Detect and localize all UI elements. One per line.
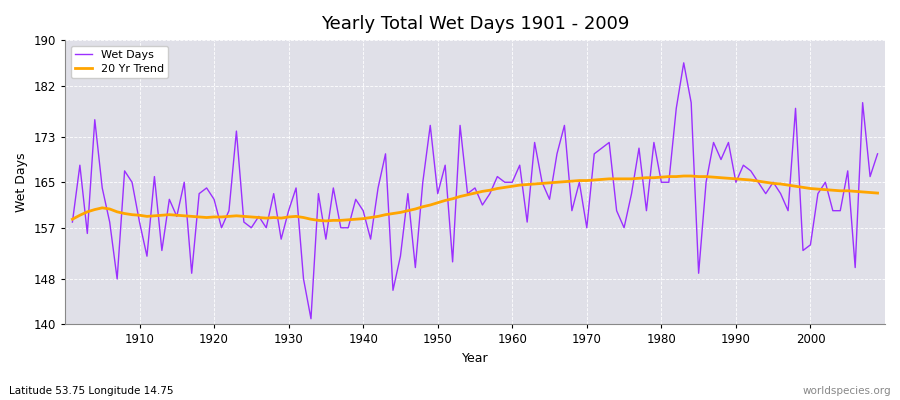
20 Yr Trend bbox=[320, 218, 331, 223]
Wet Days bbox=[514, 163, 525, 168]
Title: Yearly Total Wet Days 1901 - 2009: Yearly Total Wet Days 1901 - 2009 bbox=[320, 15, 629, 33]
20 Yr Trend bbox=[67, 217, 77, 222]
Wet Days bbox=[306, 316, 317, 321]
Wet Days bbox=[291, 186, 302, 190]
20 Yr Trend bbox=[604, 176, 615, 181]
Wet Days bbox=[604, 140, 615, 145]
20 Yr Trend bbox=[507, 184, 517, 189]
20 Yr Trend bbox=[291, 214, 302, 219]
Line: Wet Days: Wet Days bbox=[72, 63, 878, 319]
Wet Days bbox=[67, 220, 77, 224]
Wet Days bbox=[679, 60, 689, 65]
Legend: Wet Days, 20 Yr Trend: Wet Days, 20 Yr Trend bbox=[70, 46, 168, 78]
Text: worldspecies.org: worldspecies.org bbox=[803, 386, 891, 396]
Y-axis label: Wet Days: Wet Days bbox=[15, 152, 28, 212]
Wet Days bbox=[507, 180, 517, 185]
20 Yr Trend bbox=[127, 212, 138, 217]
Line: 20 Yr Trend: 20 Yr Trend bbox=[72, 176, 878, 221]
20 Yr Trend bbox=[514, 183, 525, 188]
Wet Days bbox=[127, 180, 138, 185]
20 Yr Trend bbox=[679, 174, 689, 178]
Wet Days bbox=[872, 152, 883, 156]
20 Yr Trend bbox=[343, 217, 354, 222]
20 Yr Trend bbox=[872, 191, 883, 196]
Wet Days bbox=[343, 225, 354, 230]
X-axis label: Year: Year bbox=[462, 352, 489, 365]
Text: Latitude 53.75 Longitude 14.75: Latitude 53.75 Longitude 14.75 bbox=[9, 386, 174, 396]
